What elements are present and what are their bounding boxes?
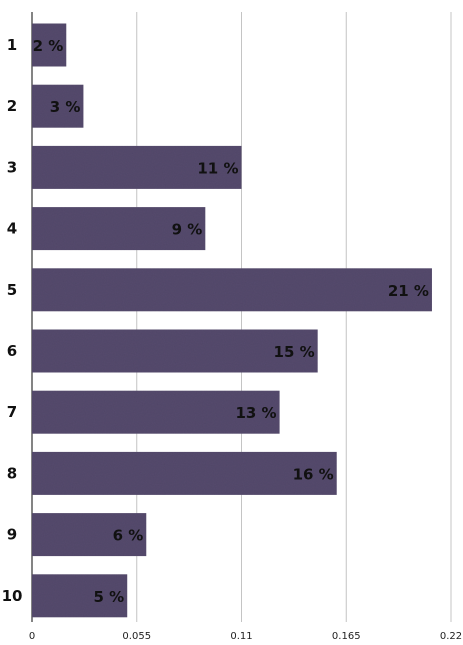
x-tick-label: 0.11 [230,631,252,642]
bar [32,207,206,251]
data-label: 3 % [50,98,81,116]
category-label: 10 [2,587,23,605]
bars [32,23,432,618]
bar [32,390,280,434]
category-label: 4 [7,220,17,238]
labels: 0 0.055 0.11 0.165 0.22 1 2 % 2 3 % 3 11 % 4 9 % 5 21 … [2,36,463,642]
bar [32,329,318,373]
bar [32,574,128,618]
x-tick-label: 0 [29,631,35,642]
x-tick-label: 0.055 [122,631,151,642]
data-label: 5 % [94,588,125,606]
category-label: 3 [7,158,17,176]
category-label: 7 [7,403,17,421]
x-tick-label: 0.165 [332,631,361,642]
category-label: 1 [7,36,17,54]
bar [32,23,67,67]
data-label: 13 % [235,404,276,422]
bar [32,268,432,312]
data-label: 11 % [197,159,238,177]
data-label: 2 % [33,37,64,55]
data-label: 21 % [388,282,429,300]
data-label: 9 % [172,221,203,239]
category-label: 9 [7,526,17,544]
category-label: 6 [7,342,17,360]
category-label: 5 [7,281,17,299]
data-label: 16 % [293,465,334,483]
data-label: 15 % [274,343,315,361]
category-label: 2 [7,97,17,115]
x-tick-label: 0.22 [440,631,462,642]
bar [32,513,147,557]
bar [32,145,242,189]
bar [32,451,337,495]
bar [32,84,84,128]
category-label: 8 [7,464,17,482]
data-label: 6 % [113,527,144,545]
